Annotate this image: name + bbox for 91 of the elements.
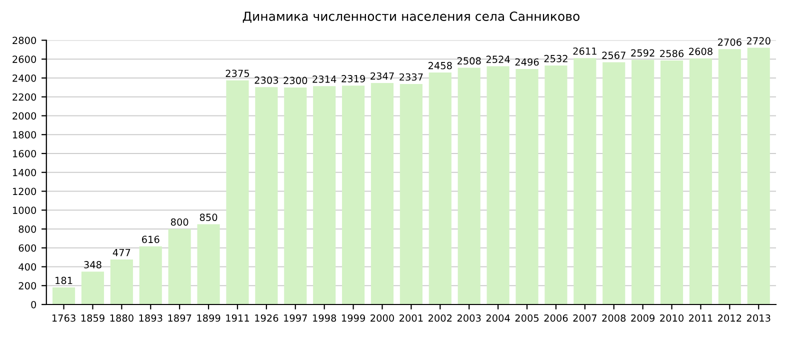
x-tick-label: 2006 bbox=[544, 314, 568, 322]
y-tick-label: 200 bbox=[18, 282, 36, 290]
data-label: 2592 bbox=[631, 49, 654, 57]
bar bbox=[458, 68, 480, 304]
data-label: 348 bbox=[84, 261, 102, 268]
data-label: 2303 bbox=[254, 76, 278, 84]
y-tick-label: 1600 bbox=[13, 150, 36, 158]
x-tick-label: 1859 bbox=[81, 314, 104, 322]
data-label: 800 bbox=[170, 218, 188, 226]
data-label: 2347 bbox=[370, 72, 394, 80]
y-tick-label: 2600 bbox=[12, 56, 36, 63]
bar bbox=[428, 72, 452, 304]
data-label: 2567 bbox=[602, 52, 626, 59]
bar bbox=[342, 86, 365, 304]
x-tick-label: 1997 bbox=[284, 314, 307, 322]
data-label: 616 bbox=[142, 236, 160, 244]
x-tick-label: 2011 bbox=[689, 314, 712, 322]
data-label: 2496 bbox=[515, 58, 539, 66]
bar bbox=[689, 58, 712, 304]
data-label: 2706 bbox=[718, 38, 742, 46]
data-label: 2508 bbox=[457, 57, 481, 65]
x-tick-label: 2013 bbox=[746, 314, 770, 322]
bar bbox=[516, 68, 538, 304]
data-label: 2720 bbox=[746, 37, 770, 45]
x-tick-label: 2005 bbox=[515, 314, 539, 322]
x-tick-label: 2009 bbox=[631, 314, 655, 322]
bar bbox=[197, 224, 220, 304]
data-label: 2300 bbox=[284, 76, 308, 84]
data-label: 2458 bbox=[428, 62, 452, 70]
y-tick-label: 0 bbox=[31, 300, 36, 308]
y-tick-label: 1000 bbox=[13, 206, 36, 214]
bar bbox=[313, 86, 336, 304]
x-tick-label: 1763 bbox=[52, 314, 76, 322]
data-label: 2532 bbox=[544, 54, 568, 62]
x-tick-label: 2002 bbox=[428, 314, 452, 322]
bar bbox=[486, 66, 510, 304]
bar bbox=[574, 58, 596, 304]
x-tick-label: 2001 bbox=[400, 314, 423, 322]
y-tick-label: 400 bbox=[18, 263, 36, 271]
y-tick-label: 1400 bbox=[13, 168, 36, 176]
x-tick-label: 1998 bbox=[313, 314, 336, 322]
bar bbox=[544, 66, 568, 304]
data-label: 2524 bbox=[486, 56, 510, 64]
x-tick-label: 1911 bbox=[226, 314, 249, 322]
x-tick-label: 2008 bbox=[602, 314, 626, 322]
bar bbox=[168, 229, 191, 304]
bar bbox=[718, 49, 741, 304]
data-label: 850 bbox=[200, 214, 218, 222]
data-label: 2319 bbox=[342, 75, 365, 82]
x-tick-label: 1897 bbox=[168, 314, 192, 322]
bar bbox=[81, 272, 104, 304]
data-label: 181 bbox=[56, 276, 72, 284]
x-tick-label: 1926 bbox=[255, 314, 278, 322]
data-label: 2608 bbox=[689, 48, 712, 56]
y-tick-label: 1200 bbox=[13, 188, 36, 196]
bar bbox=[632, 60, 654, 304]
y-tick-label: 1800 bbox=[13, 131, 36, 138]
y-tick-label: 2800 bbox=[12, 36, 36, 44]
bar bbox=[370, 83, 394, 304]
bar bbox=[255, 87, 278, 304]
x-tick-label: 1999 bbox=[342, 314, 365, 322]
bar bbox=[52, 287, 76, 304]
x-tick-label: 2004 bbox=[486, 314, 510, 322]
x-tick-label: 2010 bbox=[660, 314, 684, 322]
bar bbox=[284, 87, 307, 304]
bar bbox=[226, 80, 249, 304]
bar bbox=[400, 84, 422, 304]
x-tick-label: 2000 bbox=[370, 314, 394, 322]
bar bbox=[660, 60, 684, 304]
x-tick-label: 1899 bbox=[197, 314, 220, 322]
x-tick-label: 1880 bbox=[110, 314, 134, 322]
data-label: 2586 bbox=[660, 50, 684, 58]
x-tick-label: 2007 bbox=[573, 314, 596, 322]
y-tick-label: 600 bbox=[18, 244, 36, 252]
y-tick-label: 800 bbox=[18, 225, 36, 233]
data-label: 2314 bbox=[312, 75, 336, 83]
data-label: 477 bbox=[112, 248, 130, 256]
bar bbox=[602, 62, 626, 304]
y-tick-label: 2000 bbox=[12, 112, 36, 120]
bar bbox=[747, 48, 770, 304]
y-tick-label: 2400 bbox=[12, 74, 36, 82]
bar bbox=[139, 246, 162, 304]
bar bbox=[110, 259, 133, 304]
x-tick-label: 2012 bbox=[718, 314, 742, 322]
y-tick-label: 2200 bbox=[12, 93, 36, 101]
data-label: 2337 bbox=[400, 73, 423, 81]
data-label: 2375 bbox=[226, 70, 250, 78]
x-tick-label: 2003 bbox=[457, 314, 481, 322]
chart-title: Динамика численности населения села Санниково bbox=[242, 12, 580, 23]
data-label: 2611 bbox=[573, 47, 596, 55]
x-tick-label: 1893 bbox=[139, 314, 162, 322]
